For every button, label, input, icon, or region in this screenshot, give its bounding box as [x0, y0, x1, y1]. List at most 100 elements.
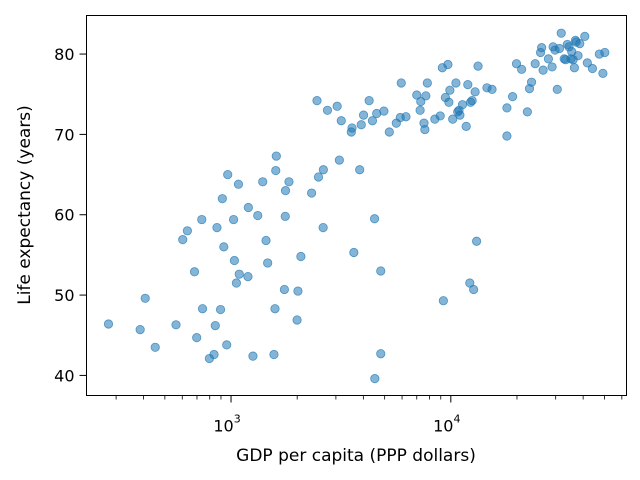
- data-point: [470, 87, 480, 97]
- data-point: [467, 96, 477, 106]
- y-tick-label: 50: [54, 286, 74, 305]
- y-axis-ticks: 40 50 60 70 80: [54, 45, 87, 385]
- data-point: [469, 284, 479, 295]
- data-point: [103, 319, 114, 329]
- data-point: [280, 186, 291, 196]
- x-axis-ticks: 103 104: [115, 395, 623, 436]
- data-point: [538, 65, 548, 75]
- data-point: [192, 333, 202, 343]
- data-point: [228, 214, 239, 225]
- data-point: [367, 116, 378, 126]
- data-point: [318, 165, 328, 175]
- data-point: [435, 111, 445, 121]
- data-point: [318, 222, 328, 233]
- data-point: [293, 286, 303, 296]
- data-point: [575, 39, 585, 49]
- data-point: [332, 101, 342, 111]
- data-point: [587, 63, 598, 74]
- data-point: [197, 304, 208, 314]
- data-point: [279, 284, 289, 295]
- data-point: [358, 110, 369, 120]
- data-point: [306, 188, 317, 198]
- data-point: [258, 177, 268, 187]
- data-point: [231, 278, 242, 288]
- data-point: [233, 179, 244, 189]
- data-point: [182, 226, 192, 236]
- data-point: [448, 114, 458, 124]
- data-point: [457, 100, 468, 110]
- data-point: [582, 58, 592, 68]
- data-point: [370, 374, 380, 384]
- data-point: [463, 79, 473, 90]
- data-point: [234, 269, 244, 279]
- data-point: [471, 236, 482, 246]
- data-point: [369, 214, 380, 224]
- data-point: [243, 202, 253, 213]
- data-point: [443, 59, 453, 70]
- data-point: [547, 62, 557, 72]
- data-point: [296, 251, 306, 262]
- data-point: [502, 103, 512, 113]
- data-point: [349, 247, 359, 258]
- data-point: [253, 210, 263, 221]
- x-axis-label: GDP per capita (PPP dollars): [236, 446, 476, 466]
- data-point: [552, 84, 562, 95]
- data-point: [445, 85, 455, 95]
- data-point: [522, 107, 532, 117]
- data-point: [210, 321, 220, 331]
- data-point: [219, 242, 229, 252]
- data-point: [248, 351, 258, 361]
- x-tick-label: 103: [213, 413, 240, 436]
- data-point: [451, 78, 461, 88]
- data-point: [511, 59, 522, 69]
- data-point: [487, 84, 497, 95]
- data-point: [569, 63, 580, 73]
- data-point: [334, 155, 344, 165]
- data-point: [243, 271, 253, 282]
- data-point: [223, 169, 233, 180]
- data-point: [444, 97, 454, 107]
- data-point: [530, 59, 540, 69]
- data-point: [376, 266, 386, 276]
- data-point: [401, 112, 411, 122]
- data-point: [355, 165, 365, 175]
- data-point: [415, 105, 425, 115]
- data-point: [313, 172, 324, 182]
- data-point: [421, 91, 431, 101]
- data-point: [473, 61, 483, 71]
- data-point: [556, 28, 566, 38]
- data-point: [347, 123, 357, 133]
- points-layer: [103, 28, 610, 384]
- data-point: [526, 77, 537, 87]
- y-tick-label: 80: [54, 45, 74, 64]
- data-point: [229, 255, 239, 266]
- data-point: [580, 31, 590, 41]
- data-point: [135, 325, 145, 335]
- x-tick-label: 104: [433, 413, 460, 436]
- data-point: [189, 267, 200, 277]
- data-point: [364, 96, 374, 106]
- data-point: [312, 96, 322, 106]
- data-point: [502, 131, 512, 141]
- data-point: [217, 194, 227, 204]
- data-point: [271, 151, 281, 161]
- plot-frame: [86, 15, 627, 396]
- data-point: [379, 106, 389, 116]
- data-point: [461, 121, 471, 131]
- data-point: [171, 320, 181, 330]
- data-point: [261, 235, 271, 246]
- data-point: [422, 78, 432, 88]
- y-tick-label: 70: [54, 125, 74, 144]
- data-point: [376, 349, 386, 359]
- data-point: [420, 124, 430, 135]
- data-point: [322, 105, 333, 115]
- data-point: [270, 304, 280, 314]
- y-axis-label: Life expectancy (years): [15, 105, 35, 305]
- data-point: [292, 315, 302, 325]
- y-tick-label: 40: [54, 366, 74, 385]
- data-point: [178, 235, 188, 245]
- data-point: [212, 222, 222, 233]
- data-point: [384, 127, 394, 137]
- data-point: [507, 92, 518, 102]
